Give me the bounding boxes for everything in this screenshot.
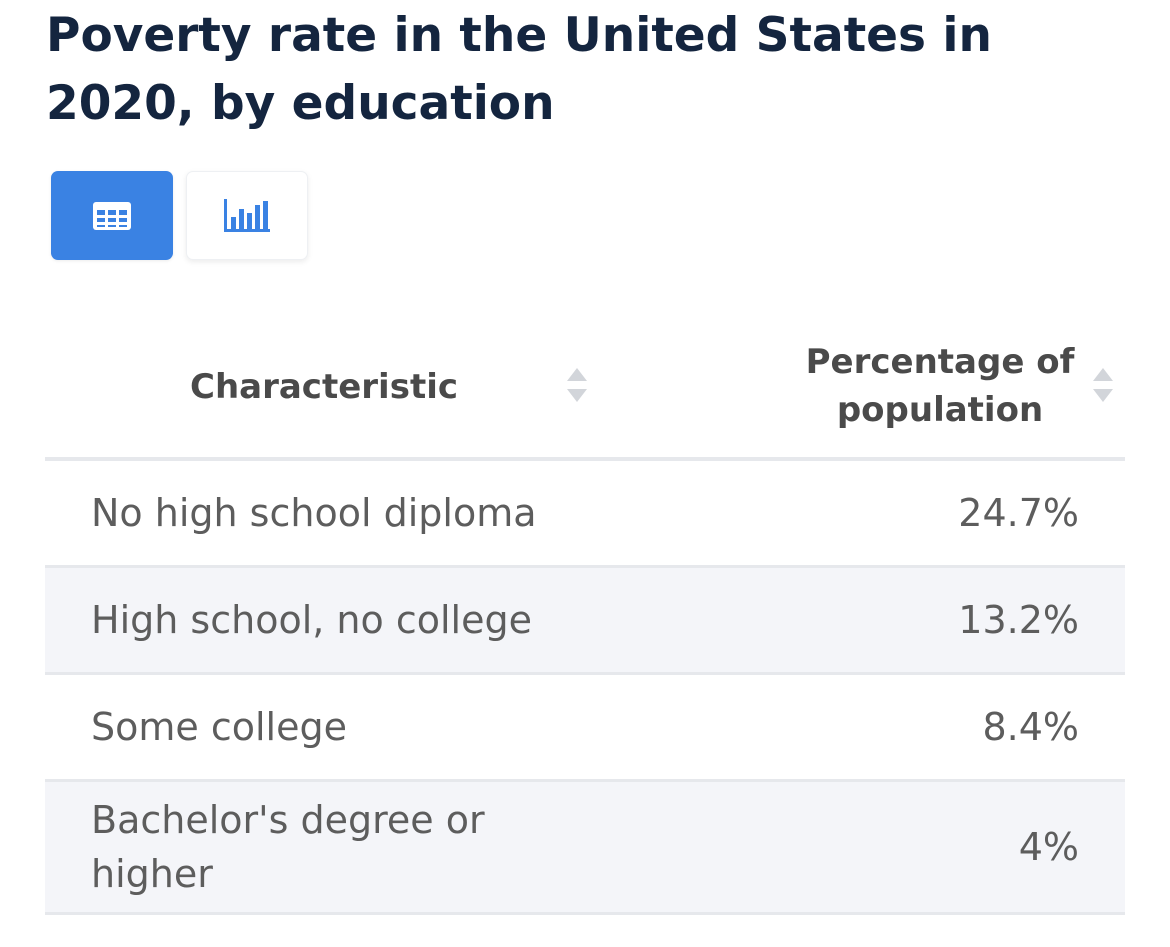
sort-arrows-icon[interactable] — [565, 366, 589, 404]
table-row: High school, no college 13.2% — [45, 566, 1125, 675]
table-row: No high school diploma 24.7% — [45, 459, 1125, 568]
cell-characteristic: High school, no college — [45, 566, 600, 675]
column-header-percentage[interactable]: Percentage of population — [600, 318, 1125, 461]
data-table: Characteristic Percentage of population … — [45, 318, 1125, 915]
column-header-label: Characteristic — [190, 367, 458, 407]
chart-view-button[interactable] — [186, 171, 308, 260]
cell-characteristic: Some college — [45, 673, 600, 782]
table-view-button[interactable] — [51, 171, 173, 260]
column-header-characteristic[interactable]: Characteristic — [45, 318, 600, 461]
page-title: Poverty rate in the United States in 202… — [46, 8, 992, 131]
cell-percentage: 13.2% — [600, 566, 1125, 675]
table-grid-icon — [93, 201, 131, 230]
cell-characteristic: Bachelor's degree or higher — [45, 780, 600, 915]
cell-percentage: 24.7% — [600, 459, 1125, 568]
table-header-row: Characteristic Percentage of population — [45, 318, 1125, 461]
cell-characteristic: No high school diploma — [45, 459, 600, 568]
cell-percentage: 4% — [600, 780, 1125, 915]
column-header-label: Percentage of population — [805, 342, 1075, 430]
bar-chart-icon — [224, 198, 270, 232]
table-row: Bachelor's degree or higher 4% — [45, 780, 1125, 915]
cell-percentage: 8.4% — [600, 673, 1125, 782]
table-row: Some college 8.4% — [45, 673, 1125, 782]
sort-arrows-icon[interactable] — [1091, 366, 1115, 404]
